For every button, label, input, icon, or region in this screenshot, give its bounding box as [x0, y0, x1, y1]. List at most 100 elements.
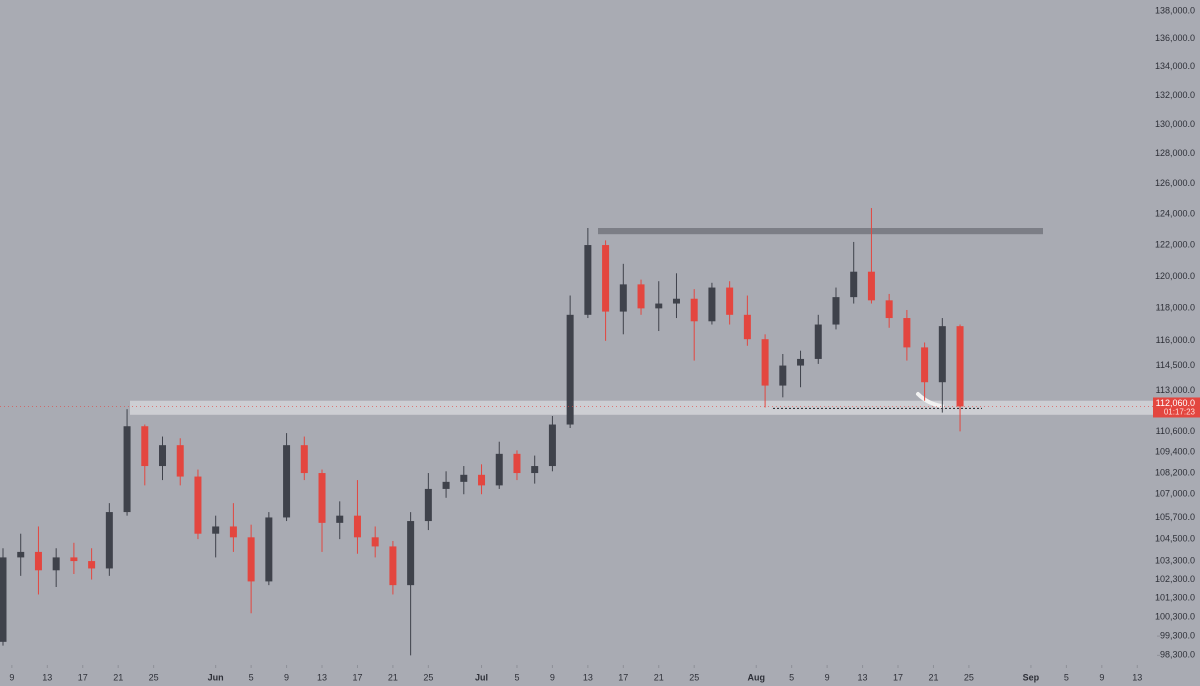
x-tick-label: Jun: [208, 672, 224, 682]
x-tick-label: 13: [317, 672, 327, 682]
x-tick-label: 9: [550, 672, 555, 682]
candle-body: [371, 537, 379, 547]
x-tick-label: 25: [964, 672, 974, 682]
candle-body: [708, 287, 716, 322]
candle-body: [797, 358, 805, 366]
candle-body: [159, 445, 167, 467]
y-tick-label: 109,400.0: [1155, 446, 1195, 456]
candle-body: [265, 517, 273, 582]
candle-body: [212, 526, 220, 534]
candle-body: [619, 284, 627, 312]
y-tick-label: 108,200.0: [1155, 467, 1195, 477]
y-tick-label: 132,000.0: [1155, 90, 1195, 100]
y-tick-label: 103,300.0: [1155, 555, 1195, 565]
candle-body: [229, 526, 237, 538]
support-zone: [130, 400, 1200, 415]
x-tick-label: 21: [928, 672, 938, 682]
y-tick-label: 138,000.0: [1155, 5, 1195, 15]
candle-body: [247, 537, 255, 582]
candle-body: [867, 271, 875, 301]
candle-body: [938, 326, 946, 383]
x-tick-label: 17: [893, 672, 903, 682]
candle-body: [318, 473, 326, 523]
candle-body: [779, 365, 787, 386]
candle-body: [460, 474, 468, 482]
y-tick-label: 101,300.0: [1155, 593, 1195, 603]
candle-body: [850, 271, 858, 298]
candle-body: [814, 324, 822, 359]
y-tick-label: 116,000.0: [1156, 335, 1195, 345]
candle-body: [655, 303, 663, 309]
candle-body: [176, 445, 184, 477]
y-tick-label: 124,000.0: [1155, 209, 1195, 219]
x-tick-label: 17: [352, 672, 362, 682]
candle-body: [602, 245, 610, 312]
candle-body: [566, 314, 574, 425]
candle-body: [52, 557, 60, 571]
x-tick-label: 5: [514, 672, 519, 682]
candle-body: [17, 551, 25, 558]
y-tick-label: 100,300.0: [1155, 611, 1195, 621]
y-tick-label: 134,000.0: [1155, 61, 1195, 71]
y-tick-label: 113,000.0: [1156, 385, 1195, 395]
y-tick-label: 105,700.0: [1155, 512, 1195, 522]
candle-body: [637, 284, 645, 309]
x-tick-label: 17: [618, 672, 628, 682]
x-tick-label: 9: [1099, 672, 1104, 682]
candle-body: [761, 339, 769, 386]
candle-body: [424, 488, 432, 522]
candle-body: [513, 453, 521, 474]
candle-body: [921, 347, 929, 383]
x-tick-label: Sep: [1023, 672, 1040, 682]
x-tick-label: 25: [423, 672, 433, 682]
y-tick-label: 128,000.0: [1155, 148, 1195, 158]
candle-body: [123, 426, 131, 513]
candle-body: [0, 557, 7, 642]
candle-body: [141, 426, 149, 467]
candle-body: [70, 557, 78, 562]
candle-body: [903, 318, 911, 348]
candle-body: [300, 445, 308, 474]
y-tick-label: 114,500.0: [1156, 360, 1195, 370]
x-tick-label: 5: [1064, 672, 1069, 682]
candle-body: [672, 298, 680, 304]
x-tick-label: 5: [249, 672, 254, 682]
x-tick-label: 13: [583, 672, 593, 682]
candle-body: [336, 515, 344, 523]
y-tick-label: 118,000.0: [1156, 303, 1195, 313]
x-tick-label: 9: [825, 672, 830, 682]
candle-body: [726, 287, 734, 315]
candle-body: [495, 453, 503, 486]
y-tick-label: 102,300.0: [1155, 574, 1195, 584]
x-tick-label: 9: [284, 672, 289, 682]
x-tick-label: 17: [78, 672, 88, 682]
y-tick-label: 110,600.0: [1156, 426, 1195, 436]
candle-body: [548, 424, 556, 467]
y-tick-label: 126,000.0: [1155, 178, 1195, 188]
x-tick-label: 13: [42, 672, 52, 682]
y-tick-label: 122,000.0: [1155, 239, 1195, 249]
candle-body: [283, 445, 291, 518]
y-tick-label: 99,300.0: [1160, 630, 1195, 640]
x-tick-label: 9: [9, 672, 14, 682]
y-tick-label: 98,300.0: [1160, 650, 1195, 660]
x-tick-label: 21: [113, 672, 123, 682]
candle-body: [690, 298, 698, 322]
candle-body: [389, 546, 397, 586]
countdown-label: 01:17:23: [1164, 408, 1196, 417]
y-tick-label: 120,000.0: [1155, 271, 1195, 281]
x-tick-label: 25: [689, 672, 699, 682]
candle-body: [88, 561, 96, 569]
x-tick-label: Jul: [475, 672, 488, 682]
resistance-zone: [598, 227, 1043, 235]
candle-body: [478, 474, 486, 486]
last-price-label: 112,060.0: [1156, 398, 1195, 408]
x-tick-label: 13: [1132, 672, 1142, 682]
x-tick-label: Aug: [747, 672, 765, 682]
candle-body: [194, 476, 202, 534]
candle-body: [442, 481, 450, 489]
y-tick-label: 136,000.0: [1155, 33, 1195, 43]
candle-body: [407, 521, 415, 586]
annotation-arrow: [916, 392, 944, 408]
